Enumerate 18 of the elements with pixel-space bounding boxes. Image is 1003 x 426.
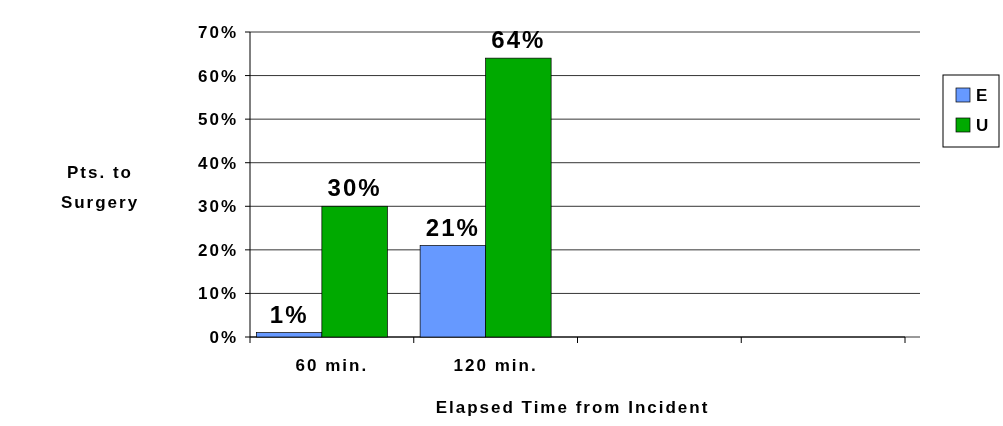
x-axis-title: Elapsed Time from Incident <box>435 398 710 417</box>
x-tick-label: 60 min. <box>295 356 369 375</box>
data-label: 30% <box>327 174 382 202</box>
legend-label: E <box>976 86 988 105</box>
legend-label: U <box>976 116 989 135</box>
y-tick-label: 70% <box>197 23 238 42</box>
x-tick-label: 120 min. <box>453 356 538 375</box>
y-tick-label: 30% <box>197 197 238 217</box>
y-tick-label: 10% <box>197 284 238 304</box>
data-label: 1% <box>269 300 309 328</box>
y-axis-title: Pts. to Surgery <box>60 163 140 212</box>
data-label: 64% <box>491 26 546 54</box>
y-tick-label: 60% <box>197 66 238 86</box>
y-tick-label: 50% <box>197 110 238 130</box>
y-tick-label: 0% <box>209 328 238 347</box>
data-label: 21% <box>425 213 480 241</box>
y-tick-label: 40% <box>197 153 238 173</box>
y-tick-label: 20% <box>197 240 238 260</box>
